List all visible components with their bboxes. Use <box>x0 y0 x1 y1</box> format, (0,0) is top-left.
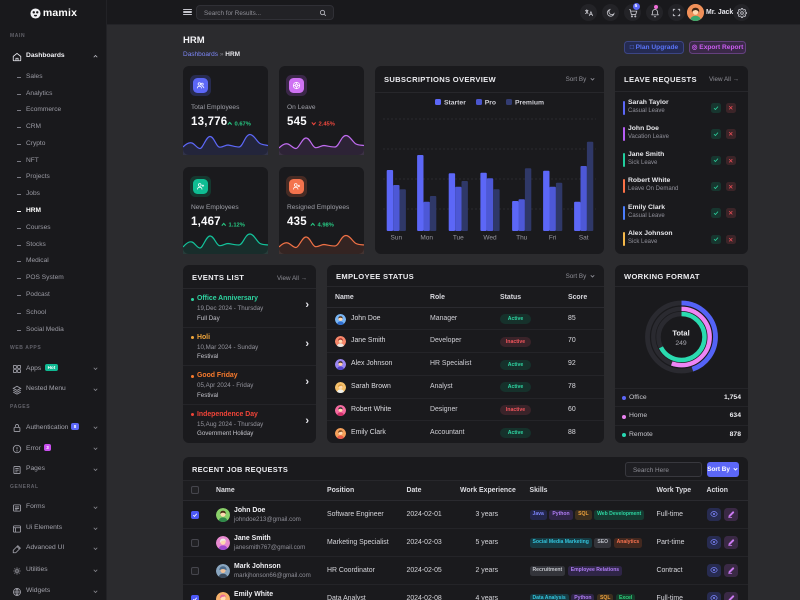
svg-text:Thu: Thu <box>516 235 528 242</box>
svg-text:Mon: Mon <box>420 235 433 242</box>
svg-text:Tue: Tue <box>453 235 464 242</box>
svg-text:249: 249 <box>675 340 687 347</box>
svg-text:Sat: Sat <box>579 235 589 242</box>
svg-text:Total: Total <box>672 329 689 338</box>
svg-text:Sun: Sun <box>391 235 403 242</box>
svg-text:Fri: Fri <box>549 235 557 242</box>
svg-text:Wed: Wed <box>483 235 497 242</box>
